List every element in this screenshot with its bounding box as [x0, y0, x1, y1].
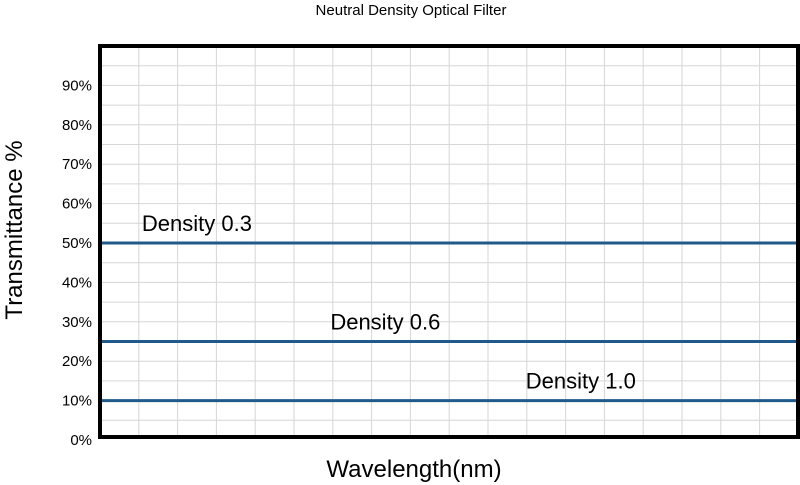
y-tick-labels: 0% 10% 20% 30% 40% 50% 60% 70% 80% 90% — [62, 77, 92, 449]
y-tick-label: 40% — [62, 274, 92, 291]
plot-frame — [98, 44, 800, 439]
y-tick-label: 80% — [62, 117, 92, 134]
y-tick-label: 10% — [62, 393, 92, 410]
y-axis-label: Transmittance % — [1, 140, 28, 319]
y-tick-label: 60% — [62, 196, 92, 213]
x-axis-label: Wavelength(nm) — [326, 456, 501, 483]
y-tick-label: 50% — [62, 235, 92, 252]
series-label: Density 0.6 — [330, 310, 440, 335]
y-tick-label: 0% — [70, 432, 92, 449]
y-tick-label: 30% — [62, 314, 92, 331]
y-tick-label: 70% — [62, 156, 92, 173]
y-tick-label: 90% — [62, 77, 92, 94]
series-label: Density 0.3 — [142, 211, 252, 236]
chart-title: Neutral Density Optical Filter — [316, 2, 507, 19]
series-lines: Density 0.3 Density 0.6 Density 1.0 — [100, 211, 798, 403]
series-label: Density 1.0 — [526, 369, 636, 394]
y-tick-label: 20% — [62, 353, 92, 370]
